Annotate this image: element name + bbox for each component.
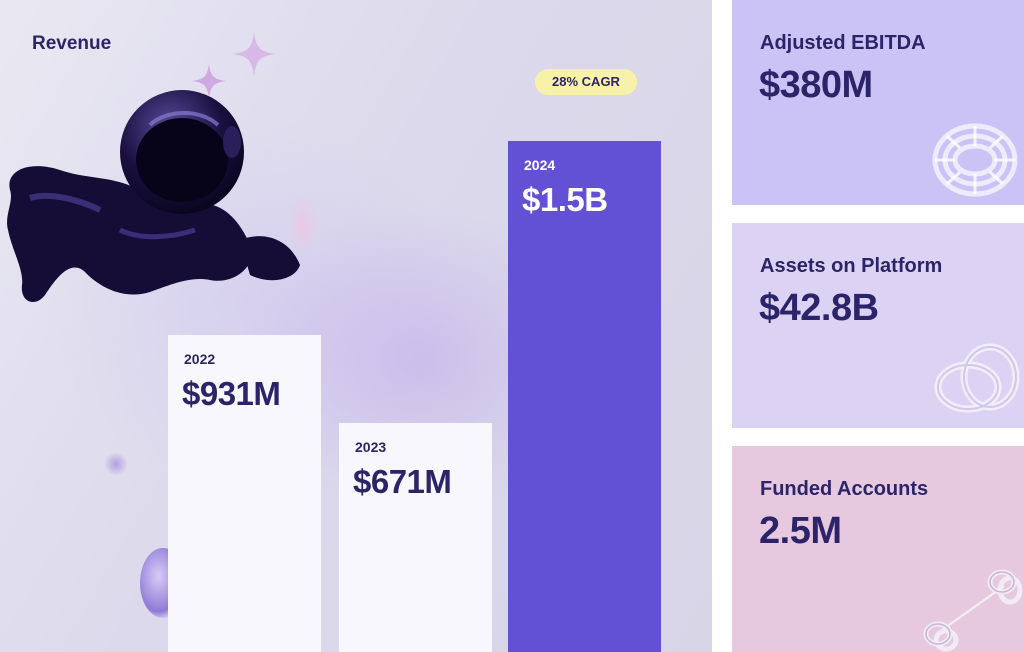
kpi-value: $42.8B	[759, 287, 879, 329]
bubble-decoration	[288, 195, 318, 255]
astronaut-illustration	[7, 90, 300, 303]
revenue-panel: Revenue 2022 $931M 2023 $671M 2024 $1.5B 28% …	[0, 0, 712, 652]
kpi-label: Funded Accounts	[760, 478, 929, 500]
kpi-card-adjusted-ebitda: Adjusted EBITDA $380M	[732, 0, 1024, 205]
sparkle-icon	[232, 32, 276, 76]
cagr-badge: 28% CAGR	[535, 69, 637, 95]
kpi-card-funded-accounts: Funded Accounts 2.5M	[732, 446, 1024, 652]
kpi-value: $380M	[759, 64, 873, 106]
bar-value-label: $671M	[353, 463, 452, 501]
sparkle-icon	[191, 63, 227, 99]
bar-2023: 2023 $671M	[339, 423, 492, 652]
knot-decoration	[934, 343, 1020, 413]
kpi-label: Adjusted EBITDA	[760, 32, 926, 54]
bar-2024: 2024 $1.5B	[508, 141, 661, 652]
bar-year-label: 2022	[184, 350, 216, 367]
bar-year-label: 2024	[524, 157, 556, 174]
bar-value-label: $931M	[182, 374, 281, 412]
chain-decoration	[923, 569, 1023, 652]
ring-decoration	[932, 123, 1018, 197]
kpi-value: 2.5M	[759, 510, 842, 552]
bubble-decoration	[104, 452, 128, 476]
kpi-label: Assets on Platform	[760, 255, 943, 277]
bar-2022: 2022 $931M	[168, 334, 321, 652]
kpi-card-assets-on-platform: Assets on Platform $42.8B	[732, 223, 1024, 428]
bar-year-label: 2023	[355, 439, 387, 456]
chart-title: Revenue	[32, 33, 112, 54]
bar-value-label: $1.5B	[522, 181, 608, 219]
